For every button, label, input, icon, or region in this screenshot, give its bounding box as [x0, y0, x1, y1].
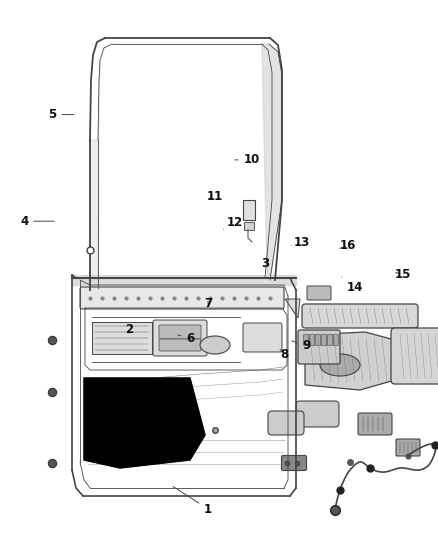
Text: 16: 16 [340, 239, 357, 252]
Text: 11: 11 [206, 190, 223, 203]
FancyBboxPatch shape [243, 200, 255, 220]
FancyBboxPatch shape [391, 328, 438, 384]
Text: 6: 6 [178, 332, 194, 345]
Text: 4: 4 [20, 215, 54, 228]
FancyBboxPatch shape [328, 335, 332, 345]
FancyBboxPatch shape [333, 335, 339, 345]
Text: 9: 9 [292, 339, 311, 352]
Polygon shape [90, 60, 100, 290]
FancyBboxPatch shape [296, 401, 339, 427]
Polygon shape [262, 44, 282, 280]
FancyBboxPatch shape [268, 411, 304, 435]
FancyBboxPatch shape [304, 335, 308, 345]
Ellipse shape [320, 354, 360, 376]
Text: 7: 7 [204, 297, 212, 310]
FancyBboxPatch shape [358, 413, 392, 435]
Text: 10: 10 [235, 154, 260, 166]
Polygon shape [285, 299, 300, 318]
FancyBboxPatch shape [92, 322, 152, 354]
Polygon shape [84, 378, 205, 468]
FancyBboxPatch shape [159, 339, 201, 351]
FancyBboxPatch shape [153, 320, 207, 356]
Polygon shape [72, 275, 296, 285]
Text: 12: 12 [223, 216, 243, 229]
Text: 2: 2 [125, 323, 133, 336]
FancyBboxPatch shape [315, 335, 321, 345]
Text: 1: 1 [173, 487, 212, 515]
Text: 15: 15 [395, 268, 411, 281]
Text: 5: 5 [49, 108, 74, 121]
Text: 3: 3 [261, 257, 269, 270]
FancyBboxPatch shape [307, 286, 331, 300]
FancyBboxPatch shape [302, 304, 418, 328]
Text: 14: 14 [342, 277, 363, 294]
FancyBboxPatch shape [298, 330, 340, 364]
FancyBboxPatch shape [321, 335, 326, 345]
FancyBboxPatch shape [310, 335, 314, 345]
Text: 8: 8 [280, 348, 289, 361]
FancyBboxPatch shape [282, 456, 307, 471]
FancyBboxPatch shape [159, 325, 201, 339]
FancyBboxPatch shape [243, 323, 282, 352]
FancyBboxPatch shape [80, 287, 284, 309]
FancyBboxPatch shape [244, 222, 254, 230]
FancyBboxPatch shape [396, 439, 420, 456]
Polygon shape [305, 332, 395, 390]
Text: 13: 13 [291, 236, 311, 249]
Ellipse shape [200, 336, 230, 354]
